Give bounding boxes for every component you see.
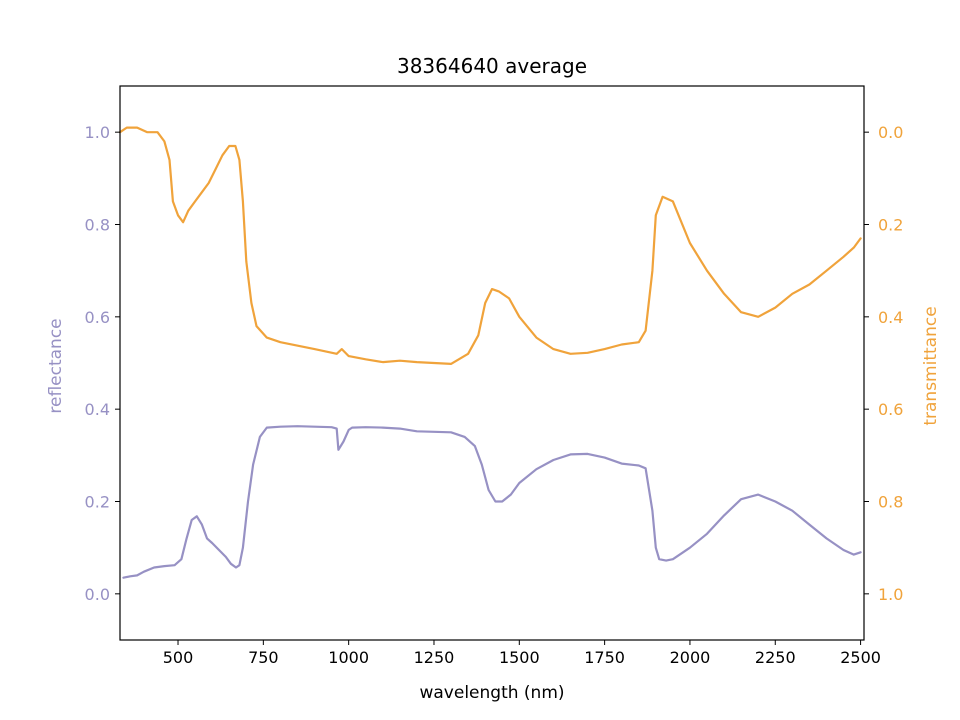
x-tick-label: 1250 <box>414 648 455 667</box>
y-left-tick-label: 0.6 <box>85 308 110 327</box>
y-left-tick-label: 0.8 <box>85 216 110 235</box>
y-axis-left-label: reflectance <box>46 318 66 413</box>
y-right-tick-label: 1.0 <box>878 585 903 604</box>
y-right-tick-label: 0.0 <box>878 123 903 142</box>
x-tick-label: 2500 <box>840 648 881 667</box>
axes-layer: 500 750 1000 1250 1500 1750 2000 2250 2500 0.0 0.2… <box>85 85 903 667</box>
y-right-tick-label: 0.6 <box>878 400 903 419</box>
y-left-tick-label: 0.4 <box>85 400 110 419</box>
chart-title: 38364640 average <box>397 54 587 78</box>
y-left-tick-label: 0.2 <box>85 493 110 512</box>
y-right-tick-label: 0.4 <box>878 308 903 327</box>
x-tick-label: 750 <box>248 648 279 667</box>
x-tick-label: 2250 <box>755 648 796 667</box>
y-right-tick-label: 0.2 <box>878 216 903 235</box>
transmittance-series-line <box>118 126 862 365</box>
x-axis-label: wavelength (nm) <box>419 683 564 703</box>
x-tick-label: 1000 <box>328 648 369 667</box>
series-layer <box>118 126 862 579</box>
plot-frame <box>119 85 865 641</box>
y-axis-right-label: transmittance <box>921 306 941 425</box>
y-left-tick-label: 0.0 <box>85 585 110 604</box>
x-tick-label: 2000 <box>670 648 711 667</box>
x-tick-label: 1750 <box>584 648 625 667</box>
y-left-tick-label: 1.0 <box>85 123 110 142</box>
x-tick-label: 1500 <box>499 648 540 667</box>
x-tick-label: 500 <box>163 648 194 667</box>
y-right-tick-label: 0.8 <box>878 493 903 512</box>
reflectance-series-line <box>122 425 862 579</box>
